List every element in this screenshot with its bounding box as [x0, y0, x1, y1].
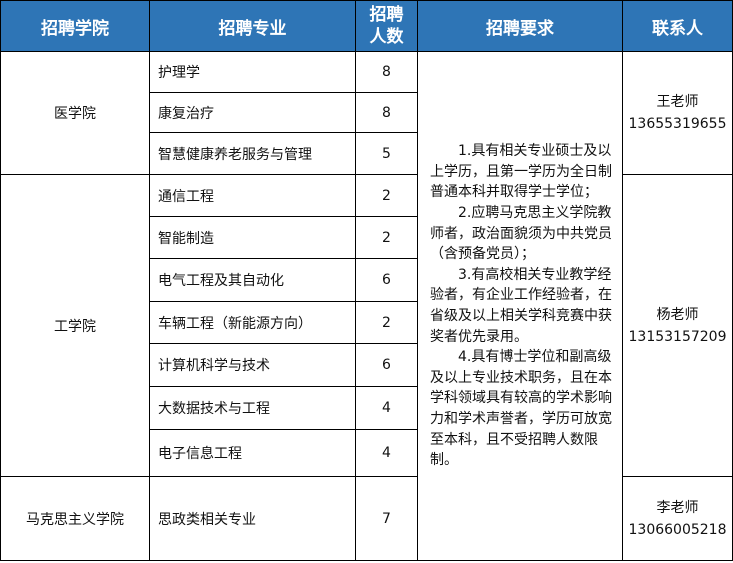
- major-cell: 计算机科学与技术: [149, 343, 356, 387]
- contact-cell: 王老师 13655319655: [622, 51, 733, 175]
- table-row: 电子信息工程 4: [1, 429, 733, 477]
- count-cell: 2: [355, 216, 418, 259]
- count-cell: 6: [355, 343, 418, 387]
- major-cell: 电子信息工程: [149, 429, 356, 477]
- college-cell: 工学院: [0, 174, 150, 477]
- major-cell: 通信工程: [149, 174, 356, 217]
- count-cell: 5: [355, 132, 418, 175]
- contact-phone: 13153157209: [628, 328, 727, 345]
- count-cell: 8: [355, 51, 418, 93]
- table-row: 智能制造 2: [1, 216, 733, 259]
- count-cell: 4: [355, 386, 418, 430]
- table-row: 马克思主义学院 思政类相关专业 7 李老师 13066005218: [0, 476, 733, 561]
- major-cell: 电气工程及其自动化: [149, 258, 356, 302]
- college-cell: 医学院: [0, 51, 150, 175]
- table-row: 医学院 护理学 8 1.具有相关专业硕士及以上学历，且第一学历为全日制普通本科并…: [0, 51, 733, 561]
- table-row: 康复治疗 8: [1, 92, 733, 133]
- requirement-item: 3.有高校相关专业教学经验者，有企业工作经验者，在省级及以上相关学科竞赛中获奖者…: [430, 266, 612, 345]
- header-count-line1: 招聘: [369, 5, 404, 25]
- header-college: 招聘学院: [0, 0, 150, 52]
- count-cell: 2: [355, 301, 418, 344]
- table-row: 车辆工程（新能源方向） 2: [1, 301, 733, 344]
- major-cell: 智能制造: [149, 216, 356, 259]
- major-cell: 车辆工程（新能源方向）: [149, 301, 356, 344]
- header-row: 招聘学院 招聘专业 招聘 人数 招聘要求 联系人: [0, 0, 733, 52]
- header-count: 招聘 人数: [355, 0, 418, 52]
- requirements-cell: 1.具有相关专业硕士及以上学历，且第一学历为全日制普通本科并取得学士学位； 2.…: [417, 51, 623, 561]
- count-cell: 8: [355, 92, 418, 133]
- major-cell: 思政类相关专业: [149, 476, 356, 561]
- major-cell: 康复治疗: [149, 92, 356, 133]
- contact-phone: 13066005218: [628, 521, 727, 538]
- requirement-item: 4.具有博士学位和副高级及以上专业技术职务，且在本学科领域具有较高的学术影响力和…: [430, 349, 612, 469]
- contact-cell: 杨老师 13153157209: [622, 174, 733, 477]
- table-row: 工学院 通信工程 2 杨老师 13153157209: [0, 174, 733, 477]
- major-cell: 护理学: [149, 51, 356, 93]
- contact-name: 杨老师: [656, 306, 699, 323]
- count-cell: 4: [355, 429, 418, 477]
- header-major: 招聘专业: [149, 0, 356, 52]
- major-cell: 大数据技术与工程: [149, 386, 356, 430]
- contact-name: 李老师: [656, 499, 699, 516]
- requirement-item: 2.应聘马克思主义学院教师者，政治面貌须为中共党员（含预备党员）；: [430, 205, 612, 263]
- contact-cell: 李老师 13066005218: [622, 476, 733, 561]
- major-cell: 智慧健康养老服务与管理: [149, 132, 356, 175]
- contact-phone: 13655319655: [628, 116, 727, 132]
- header-count-line2: 人数: [369, 27, 404, 47]
- header-contact: 联系人: [622, 0, 733, 52]
- count-cell: 6: [355, 258, 418, 302]
- contact-name: 王老师: [656, 94, 699, 110]
- count-cell: 2: [355, 174, 418, 217]
- count-cell: 7: [355, 476, 418, 561]
- table-row: 智慧健康养老服务与管理 5: [1, 132, 733, 175]
- requirement-item: 1.具有相关专业硕士及以上学历，且第一学历为全日制普通本科并取得学士学位；: [430, 143, 612, 201]
- college-cell: 马克思主义学院: [0, 476, 150, 561]
- header-requirements: 招聘要求: [417, 0, 623, 52]
